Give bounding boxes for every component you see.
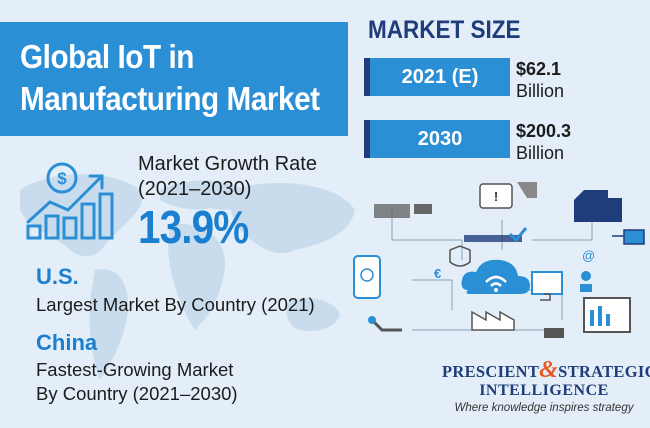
iot-manufacturing-illustration: ! € @ <box>353 182 645 338</box>
logo-ampersand: & <box>539 357 559 383</box>
logo-word-intelligence: INTELLIGENCE <box>479 382 609 399</box>
china-desc-line-1: Fastest-Growing Market <box>36 359 234 380</box>
svg-text:€: € <box>434 266 441 281</box>
market-size-year-2021: 2021 (E) <box>364 58 510 96</box>
us-description: Largest Market By Country (2021) <box>36 294 315 315</box>
logo-line-1: PRESCIENT&STRATEGIC <box>442 358 650 382</box>
market-size-year-2030: 2030 <box>364 120 510 158</box>
market-size-amount: $200.3 <box>516 121 572 141</box>
market-size-value-2030: $200.3 Billion <box>516 120 571 164</box>
market-size-amount: $62.1 <box>516 59 562 79</box>
market-size-heading: MARKET SIZE <box>368 16 521 44</box>
china-description: Fastest-Growing Market By Country (2021–… <box>36 358 238 406</box>
growth-label-line-1: Market Growth Rate <box>138 153 317 175</box>
us-heading: U.S. <box>36 264 79 289</box>
svg-text:@: @ <box>582 248 595 263</box>
logo-word-prescient: PRESCIENT <box>442 362 540 381</box>
title-banner: Global IoT in Manufacturing Market <box>0 22 348 136</box>
growth-rate-label: Market Growth Rate (2021–2030) <box>138 152 317 202</box>
prescient-strategic-intelligence-logo: PRESCIENT&STRATEGIC INTELLIGENCE Where k… <box>442 358 650 424</box>
dollar-growth-chart-icon: $ <box>26 162 114 240</box>
growth-rate-value: 13.9% <box>138 201 249 253</box>
logo-word-strategic: STRATEGIC <box>558 362 650 381</box>
title-line-1: Global IoT in <box>20 38 194 75</box>
svg-text:$: $ <box>57 169 67 188</box>
market-size-unit: Billion <box>516 81 565 101</box>
svg-text:!: ! <box>494 189 498 204</box>
market-size-value-2021: $62.1 Billion <box>516 58 564 102</box>
china-heading: China <box>36 330 98 355</box>
logo-tagline: Where knowledge inspires strategy <box>454 402 634 414</box>
china-desc-line-2: By Country (2021–2030) <box>36 383 238 404</box>
title-line-2: Manufacturing Market <box>20 80 320 117</box>
market-size-unit: Billion <box>516 143 565 163</box>
growth-label-line-2: (2021–2030) <box>138 178 252 200</box>
